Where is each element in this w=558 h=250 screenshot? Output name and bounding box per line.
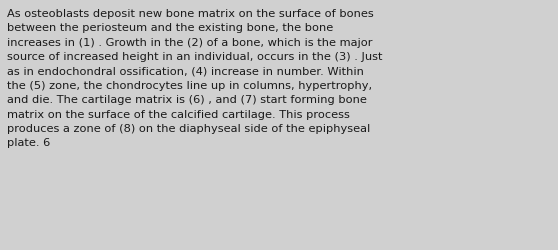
Text: As osteoblasts deposit new bone matrix on the surface of bones
between the perio: As osteoblasts deposit new bone matrix o… <box>7 9 382 148</box>
